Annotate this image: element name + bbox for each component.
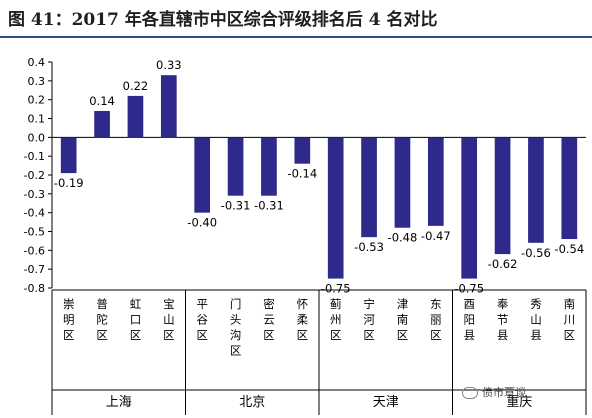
bar-14 xyxy=(494,137,511,255)
watermark: 债市覃谈 xyxy=(462,384,526,400)
bar-9 xyxy=(327,137,344,279)
data-label: -0.19 xyxy=(54,176,84,190)
y-tick-label: -0.8 xyxy=(24,282,45,295)
data-label: -0.31 xyxy=(221,199,251,213)
title-rule xyxy=(0,36,592,38)
data-label: 0.14 xyxy=(89,94,115,108)
data-label: -0.54 xyxy=(554,242,584,256)
y-tick-label: -0.4 xyxy=(24,207,45,220)
category-label: 秀山县 xyxy=(529,298,543,345)
bar-15 xyxy=(528,137,544,243)
data-label: -0.31 xyxy=(254,199,284,213)
data-label: -0.75 xyxy=(454,282,484,296)
data-label: 0.22 xyxy=(123,79,149,93)
data-label: -0.53 xyxy=(354,240,384,254)
category-label: 蓟州区 xyxy=(329,298,343,345)
y-tick-label: 0.3 xyxy=(28,75,46,88)
category-label: 普陀区 xyxy=(95,297,109,344)
y-tick-label: -0.5 xyxy=(24,226,45,239)
y-tick-label: -0.3 xyxy=(24,188,45,201)
category-label: 门头沟区 xyxy=(229,297,243,360)
bar-10 xyxy=(361,137,377,238)
bar-16 xyxy=(561,137,578,240)
group-label: 北京 xyxy=(239,395,265,410)
category-label: 津南区 xyxy=(395,298,409,345)
y-tick-label: 0.2 xyxy=(28,94,46,107)
y-tick-label: 0.4 xyxy=(28,56,46,69)
data-label: -0.48 xyxy=(388,231,418,245)
bar-11 xyxy=(394,137,411,228)
group-label: 上海 xyxy=(106,395,132,410)
bar-12 xyxy=(427,137,444,226)
bar-3 xyxy=(127,95,144,138)
bar-6 xyxy=(227,137,244,196)
watermark-text: 债市覃谈 xyxy=(482,386,526,399)
y-tick-label: 0.0 xyxy=(28,131,46,144)
category-label: 宝山区 xyxy=(162,297,176,344)
data-label: -0.47 xyxy=(421,229,451,243)
category-label: 密云区 xyxy=(262,297,276,344)
bar-1 xyxy=(60,137,77,174)
group-label: 天津 xyxy=(373,395,399,410)
data-label: -0.75 xyxy=(321,282,351,296)
bar-4 xyxy=(160,75,177,138)
category-label: 宁河区 xyxy=(362,297,376,344)
category-label: 南川区 xyxy=(562,297,576,344)
category-label: 怀柔区 xyxy=(295,298,309,345)
data-label: -0.62 xyxy=(488,257,518,271)
category-label: 东丽区 xyxy=(429,298,443,345)
bar-5 xyxy=(194,137,211,213)
wechat-icon xyxy=(462,387,478,399)
bar-2 xyxy=(94,110,110,138)
data-label: -0.56 xyxy=(521,246,551,260)
category-label: 平谷区 xyxy=(195,298,209,345)
group-label: 重庆 xyxy=(506,394,532,410)
category-label: 崇明区 xyxy=(62,298,76,345)
figure-title: 图 41：2017 年各直辖市中区综合评级排名后 4 名对比 xyxy=(8,10,438,30)
category-label: 酉阳县 xyxy=(462,298,476,345)
data-label: -0.14 xyxy=(287,167,317,181)
y-tick-label: -0.1 xyxy=(24,150,45,163)
bar-7 xyxy=(261,137,277,196)
data-label: -0.40 xyxy=(187,216,217,230)
category-label: 虹口区 xyxy=(128,298,142,345)
y-tick-label: 0.1 xyxy=(28,113,46,126)
bar-13 xyxy=(461,137,478,279)
category-label: 奉节县 xyxy=(496,297,510,344)
y-tick-label: -0.6 xyxy=(24,244,45,257)
bar-8 xyxy=(294,137,311,164)
y-tick-label: -0.2 xyxy=(24,169,45,182)
y-tick-label: -0.7 xyxy=(24,263,45,276)
data-label: 0.33 xyxy=(156,58,182,72)
